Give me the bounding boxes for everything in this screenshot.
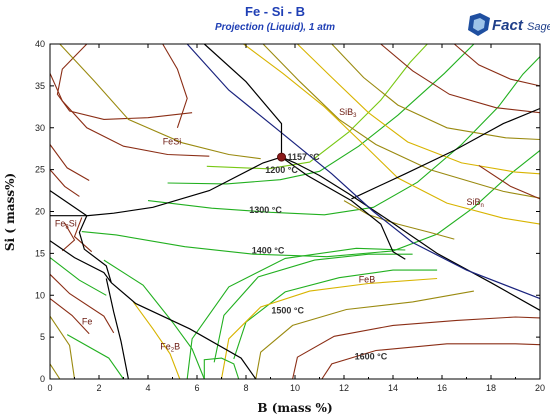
x-tick-label-12: 12 bbox=[339, 383, 349, 393]
isotherm-line-4 bbox=[49, 144, 90, 181]
x-tick-label-0: 0 bbox=[47, 383, 52, 393]
svg-text:Fact: Fact bbox=[492, 17, 524, 34]
isotherm-line-18 bbox=[321, 343, 541, 380]
isotherm-line-2 bbox=[49, 73, 210, 157]
phase-field-label-6: SiBn bbox=[467, 197, 484, 209]
annotation-labels: FeSi Fe3Si Fe Fe2B FeB SiB3 SiBn 1157 °C 1200 °C… bbox=[55, 107, 484, 362]
isotherm-line-6 bbox=[167, 43, 475, 185]
isotherm-line-22 bbox=[297, 43, 541, 175]
isotherm-line-10 bbox=[103, 259, 205, 380]
isotherm-label-2: 1400 °C bbox=[252, 245, 285, 255]
factsage-logo: Fact Sage bbox=[468, 13, 550, 36]
phase-field-label-4: FeB bbox=[359, 275, 376, 285]
chart-subtitle: Projection (Liquid), 1 atm bbox=[214, 22, 335, 33]
isotherm-label-4: 1600 °C bbox=[355, 352, 388, 362]
isotherm-line-1 bbox=[162, 43, 188, 128]
isotherm-label-0: 1200 °C bbox=[265, 165, 298, 175]
isotherm-line-35 bbox=[203, 357, 240, 380]
isotherm-line-28 bbox=[49, 273, 115, 334]
y-axis-label: Si ( mass%) bbox=[3, 173, 17, 251]
isotherm-line-19 bbox=[343, 200, 455, 240]
y-tick-label-30: 30 bbox=[35, 123, 45, 133]
phase-field-label-1: Fe3Si bbox=[55, 219, 77, 231]
y-tick-label-5: 5 bbox=[40, 332, 45, 342]
isotherm-line-23 bbox=[331, 43, 541, 141]
invariant-point-marker bbox=[277, 152, 287, 162]
phase-field-label-5: SiB3 bbox=[339, 107, 357, 119]
isotherm-line-33 bbox=[73, 217, 93, 253]
isotherm-line-32 bbox=[49, 257, 107, 296]
isotherm-line-25 bbox=[453, 43, 541, 87]
phase-boundary-0 bbox=[49, 156, 282, 217]
phase-boundary-8 bbox=[351, 107, 541, 200]
x-tick-label-16: 16 bbox=[437, 383, 447, 393]
x-tick-label-14: 14 bbox=[388, 383, 398, 393]
phase-boundary-3 bbox=[49, 240, 112, 284]
isotherm-line-26 bbox=[478, 164, 541, 200]
y-tick-label-10: 10 bbox=[35, 290, 45, 300]
phase-field-label-0: FeSi bbox=[163, 137, 182, 147]
boundary-group bbox=[49, 43, 541, 380]
y-tick-label-25: 25 bbox=[35, 165, 45, 175]
x-tick-label-8: 8 bbox=[243, 383, 248, 393]
isotherm-label-1: 1300 °C bbox=[249, 205, 282, 215]
phase-field-label-2: Fe bbox=[82, 317, 93, 327]
isotherm-line-0 bbox=[56, 43, 193, 120]
phase-field-label-3: Fe2B bbox=[160, 342, 180, 354]
x-tick-label-4: 4 bbox=[145, 383, 150, 393]
x-tick-label-18: 18 bbox=[486, 383, 496, 393]
phase-boundary-10 bbox=[203, 43, 283, 158]
isotherm-line-34 bbox=[61, 222, 76, 252]
y-tick-label-0: 0 bbox=[40, 374, 45, 384]
isotherm-line-24 bbox=[380, 43, 541, 114]
svg-text:Sage: Sage bbox=[527, 21, 550, 33]
isotherm-label-3: 1500 °C bbox=[271, 306, 304, 316]
isotherm-line-15 bbox=[220, 277, 438, 380]
isotherm-line-27 bbox=[66, 334, 124, 380]
invariant-point-label: 1157 °C bbox=[288, 152, 321, 162]
isotherm-line-30 bbox=[49, 315, 76, 380]
x-tick-label-20: 20 bbox=[535, 383, 545, 393]
isotherm-line-7 bbox=[206, 43, 428, 170]
isotherm-line-17 bbox=[292, 316, 541, 380]
phase-boundary-7 bbox=[281, 156, 406, 260]
isotherm-group bbox=[49, 43, 541, 380]
x-tick-label-6: 6 bbox=[194, 383, 199, 393]
isotherm-line-21 bbox=[243, 43, 541, 225]
isotherm-line-14 bbox=[233, 269, 438, 360]
x-axis-label: B (mass %) bbox=[257, 401, 332, 415]
y-tick-label-15: 15 bbox=[35, 248, 45, 258]
isotherm-line-12 bbox=[186, 247, 406, 380]
chart-title: Fe - Si - B bbox=[245, 4, 305, 19]
isotherm-line-11 bbox=[132, 301, 181, 380]
y-tick-label-20: 20 bbox=[35, 207, 45, 217]
isotherm-line-16 bbox=[255, 290, 474, 380]
isotherm-line-9 bbox=[81, 149, 541, 258]
phase-boundary-9 bbox=[186, 43, 541, 300]
phase-boundary-4 bbox=[110, 282, 257, 380]
isotherm-line-8 bbox=[147, 56, 541, 216]
phase-boundary-5 bbox=[105, 278, 129, 380]
isotherm-line-20 bbox=[262, 43, 541, 199]
axis-ticks: 0 2 4 6 8 10 12 14 16 18 20 0 5 10 15 20 25 30 35 40 bbox=[35, 39, 545, 393]
isotherm-line-31 bbox=[49, 363, 61, 380]
isotherm-line-29 bbox=[49, 298, 90, 335]
isotherm-line-5 bbox=[49, 169, 80, 197]
x-tick-label-2: 2 bbox=[96, 383, 101, 393]
y-tick-label-40: 40 bbox=[35, 39, 45, 49]
phase-boundary-2 bbox=[78, 215, 112, 283]
y-tick-label-35: 35 bbox=[35, 81, 45, 91]
x-tick-label-10: 10 bbox=[290, 383, 300, 393]
isotherm-line-3 bbox=[59, 43, 261, 160]
isotherm-line-13 bbox=[213, 253, 413, 363]
